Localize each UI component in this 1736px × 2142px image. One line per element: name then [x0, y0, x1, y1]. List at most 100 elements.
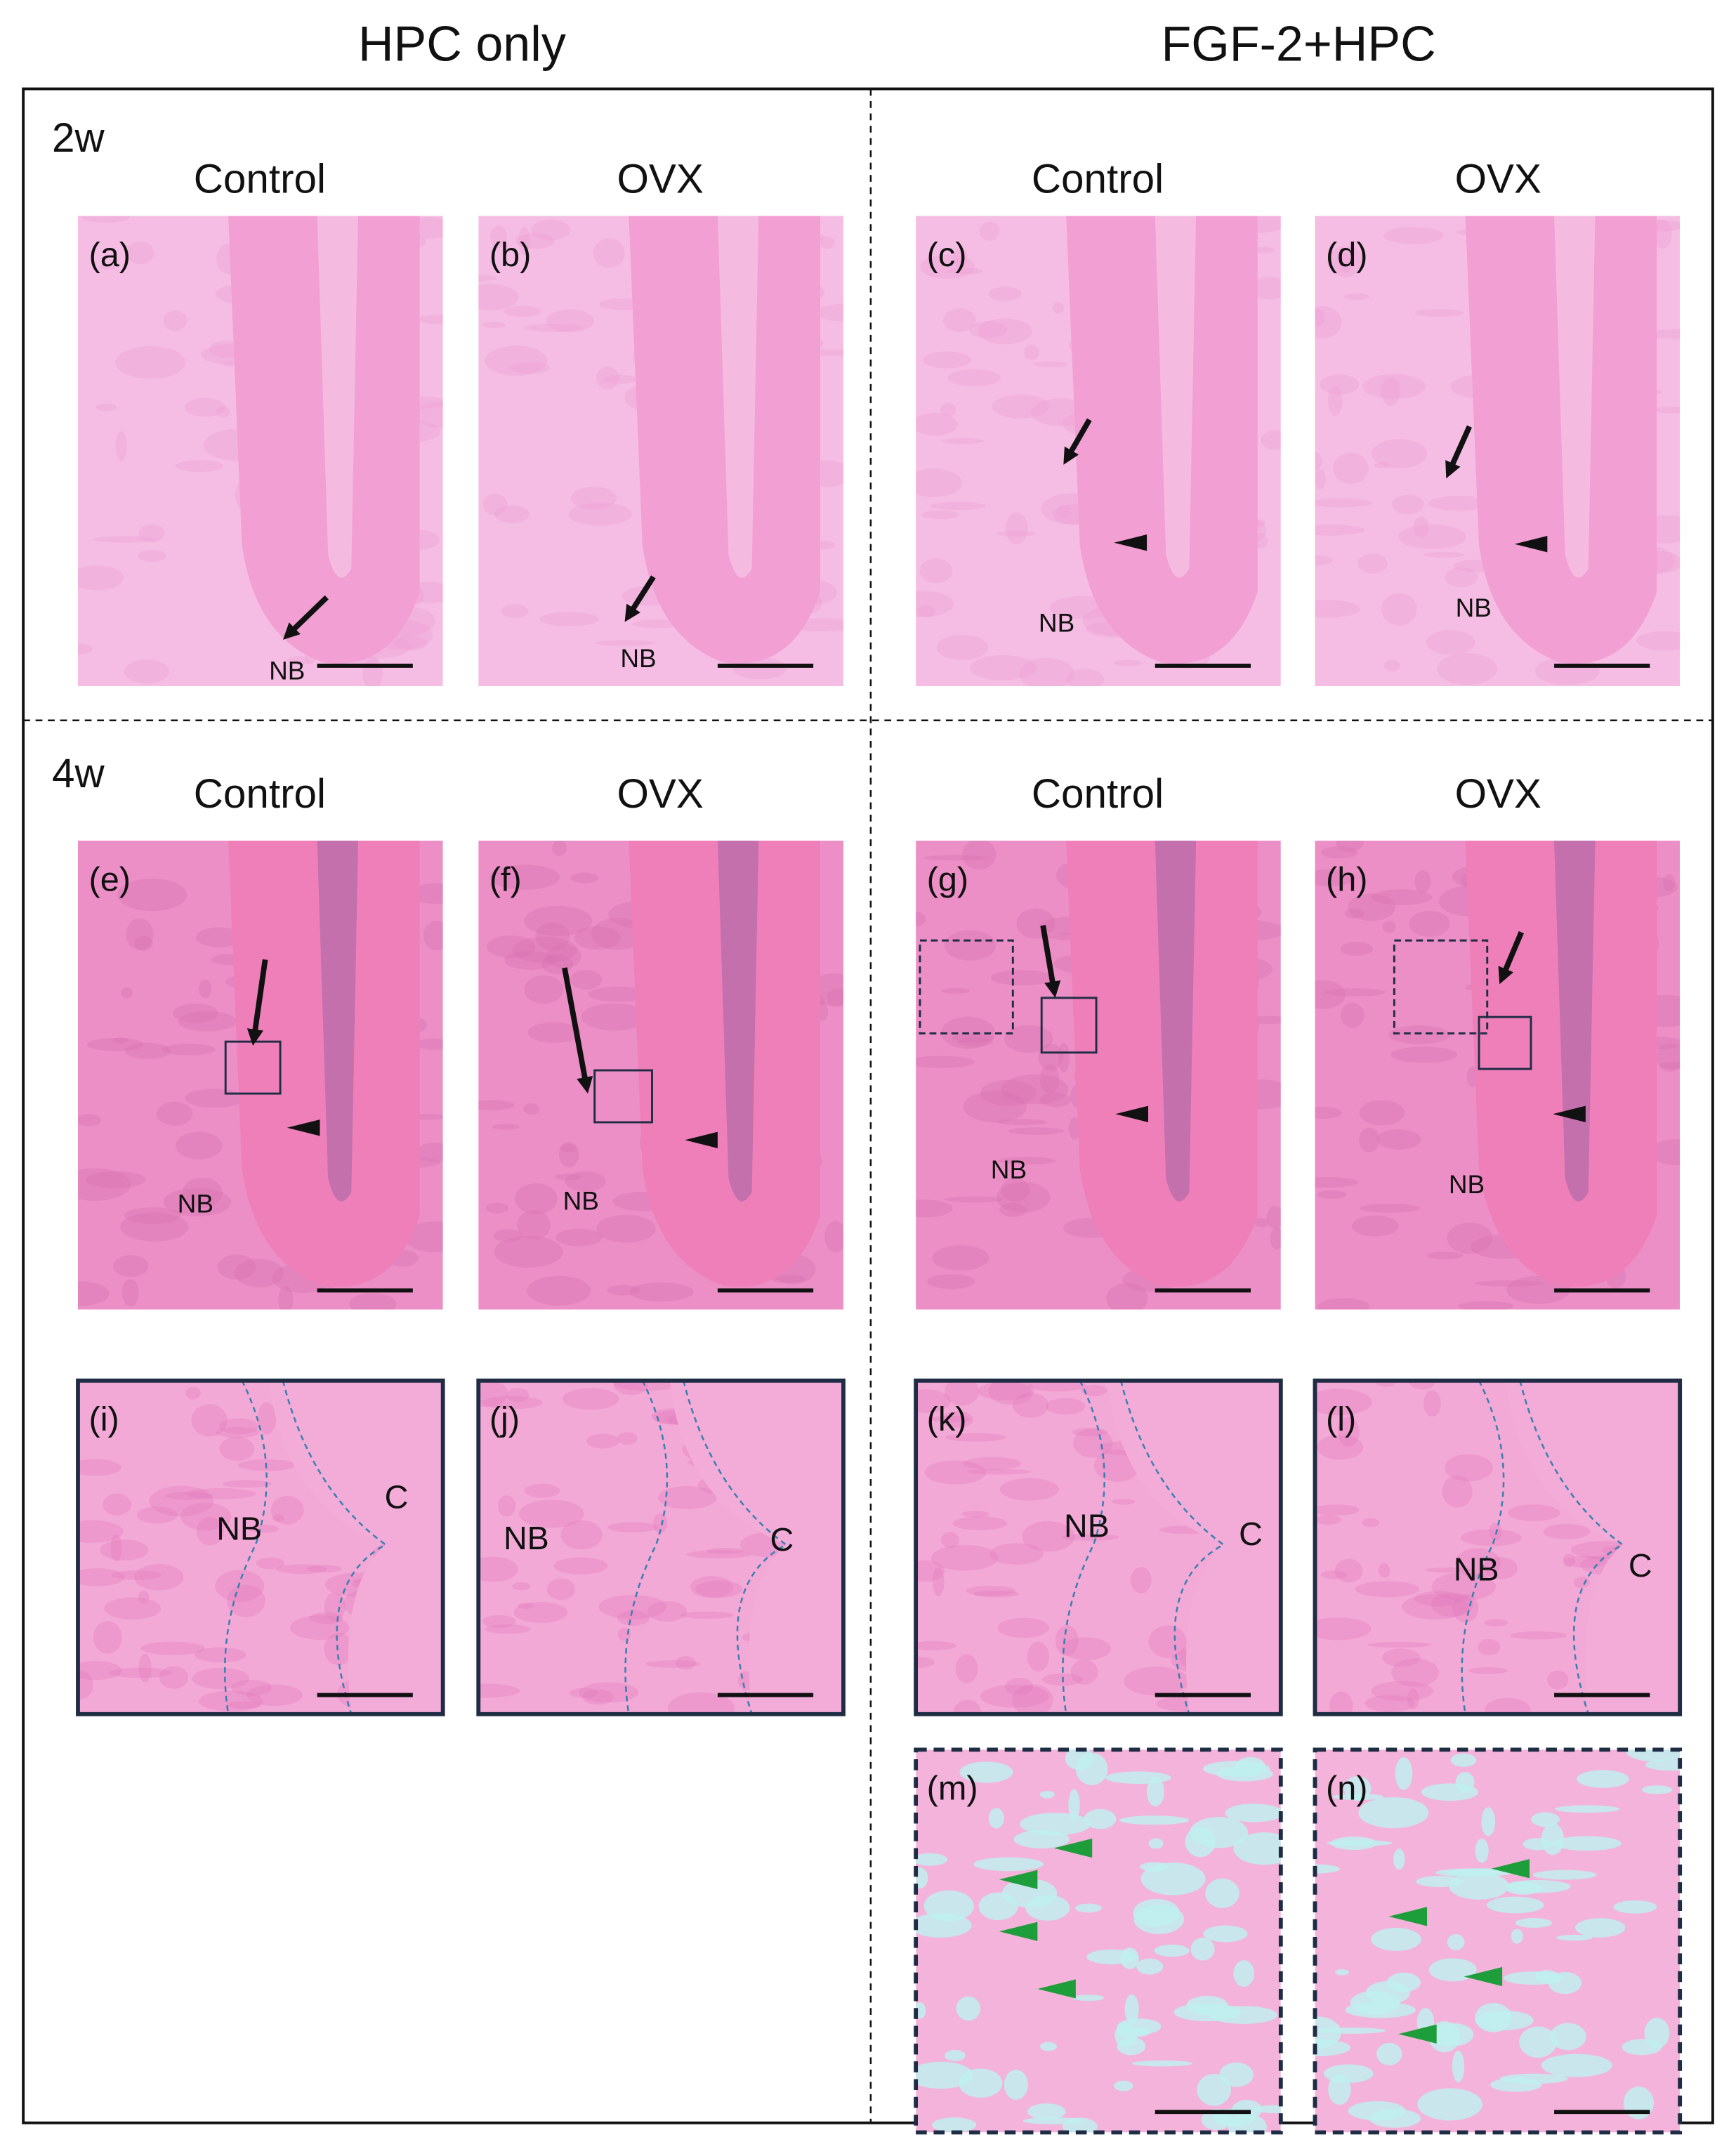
- annotation: NB: [620, 644, 656, 673]
- tissue-texture: [1114, 2080, 1133, 2091]
- tissue-texture: [940, 1532, 959, 1549]
- green-arrowhead: [999, 1921, 1038, 1941]
- tissue-texture: [586, 1433, 619, 1449]
- tissue-texture: [816, 303, 843, 322]
- boundary: [223, 1380, 268, 1714]
- tissue-texture: [1428, 1958, 1477, 1982]
- tissue-texture: [1485, 1697, 1531, 1714]
- tissue-texture: [1383, 659, 1401, 672]
- tissue-texture: [1383, 227, 1444, 244]
- tissue-texture: [921, 510, 959, 520]
- annotation: NB: [563, 1187, 599, 1216]
- pulp-canal: [717, 216, 759, 578]
- tissue-texture: [257, 1402, 277, 1435]
- micrograph: [478, 841, 843, 1310]
- tissue-texture: [524, 975, 564, 1004]
- panel-frame: [1313, 1378, 1683, 1716]
- tissue-texture: [932, 1568, 945, 1597]
- group-header: Control: [1032, 771, 1164, 817]
- region-box: [593, 1069, 653, 1124]
- tissue-texture: [1317, 1298, 1370, 1310]
- micrograph-panel: (a) NB: [77, 216, 443, 687]
- tissue-texture: [603, 374, 638, 384]
- boundary: [1062, 1380, 1105, 1714]
- tissue-texture: [990, 970, 1054, 986]
- tooth-root: [1066, 841, 1258, 1287]
- annotation: NB: [1039, 608, 1074, 637]
- tissue-texture: [1039, 1790, 1055, 1799]
- tissue-texture: [1006, 512, 1028, 545]
- tissue-texture: [1407, 1688, 1419, 1710]
- arrow-shaft: [1501, 931, 1524, 975]
- tissue-texture: [1072, 1995, 1105, 2002]
- tissue-texture: [394, 636, 428, 651]
- tissue-texture: [1154, 1944, 1190, 1957]
- tissue-texture: [570, 969, 603, 990]
- tissue-texture: [1652, 219, 1672, 249]
- tissue-texture: [416, 315, 443, 324]
- tissue-texture: [962, 1457, 1022, 1471]
- tissue-texture: [1146, 1777, 1164, 1807]
- annotation: NB: [991, 1155, 1027, 1184]
- tissue-texture: [1519, 2026, 1557, 2058]
- tissue-texture: [1013, 1393, 1049, 1418]
- arrow-head: [246, 1028, 263, 1046]
- tissue-texture: [916, 2002, 926, 2019]
- tissue-texture: [685, 1550, 751, 1559]
- tissue-texture: [1261, 430, 1281, 450]
- micrograph-panel: (d) NB: [1315, 216, 1681, 687]
- tissue-texture: [1613, 1900, 1657, 1914]
- tissue-texture: [185, 1089, 244, 1108]
- tissue-texture: [916, 591, 954, 617]
- tissue-texture: [607, 1522, 659, 1532]
- tissue-texture: [1140, 1862, 1206, 1895]
- tissue-texture: [916, 1867, 928, 1889]
- panel-label: (a): [89, 236, 131, 274]
- tissue-texture: [1515, 1918, 1553, 1929]
- tissue-texture: [278, 1285, 294, 1310]
- tissue-texture: [593, 238, 625, 268]
- tissue-texture: [1475, 1838, 1489, 1863]
- tissue-texture: [1022, 1521, 1075, 1552]
- annotation: NB: [1456, 593, 1492, 622]
- tissue-texture: [1001, 1178, 1030, 1202]
- pulp-canal: [1155, 216, 1197, 578]
- tooth-root: [629, 841, 820, 1287]
- tissue-texture: [178, 1011, 237, 1032]
- tissue-texture: [617, 1432, 638, 1445]
- tissue-texture: [138, 1590, 150, 1604]
- tissue-texture: [191, 1404, 228, 1437]
- tissue-texture: [504, 950, 555, 970]
- tissue-texture: [246, 1684, 303, 1707]
- tissue-texture: [923, 855, 987, 861]
- tissue-texture: [1070, 1659, 1098, 1685]
- boundary: [683, 1380, 788, 1714]
- panel-frame: [476, 1378, 846, 1716]
- tissue-texture: [929, 501, 986, 511]
- tissue-texture: [629, 1282, 694, 1302]
- group-header: OVX: [1455, 156, 1541, 202]
- panel-frame: [914, 1378, 1283, 1716]
- arrow-head: [577, 1076, 593, 1094]
- tissue-texture: [596, 366, 619, 390]
- tissue-texture: [231, 1679, 272, 1696]
- tissue-texture: [1428, 495, 1490, 511]
- tissue-texture: [1359, 1203, 1419, 1213]
- arrow-shaft: [251, 959, 268, 1036]
- tissue-texture: [989, 1543, 1044, 1565]
- tissue-texture: [1656, 1043, 1681, 1072]
- tissue-texture: [494, 505, 530, 523]
- tissue-texture: [947, 369, 1001, 386]
- tissue-texture: [942, 1411, 973, 1428]
- tissue-texture: [1365, 1980, 1410, 2005]
- tissue-texture: [485, 1202, 509, 1214]
- micrograph: [77, 841, 443, 1310]
- tissue-texture: [1390, 1046, 1458, 1063]
- tissue-texture: [916, 1389, 951, 1413]
- tissue-texture: [156, 1101, 193, 1126]
- tissue-texture: [569, 1688, 598, 1698]
- tissue-texture: [163, 1188, 232, 1217]
- tissue-texture: [1623, 2087, 1654, 2120]
- tissue-texture: [598, 1594, 667, 1619]
- micrograph-panel: (n): [1313, 1747, 1683, 2135]
